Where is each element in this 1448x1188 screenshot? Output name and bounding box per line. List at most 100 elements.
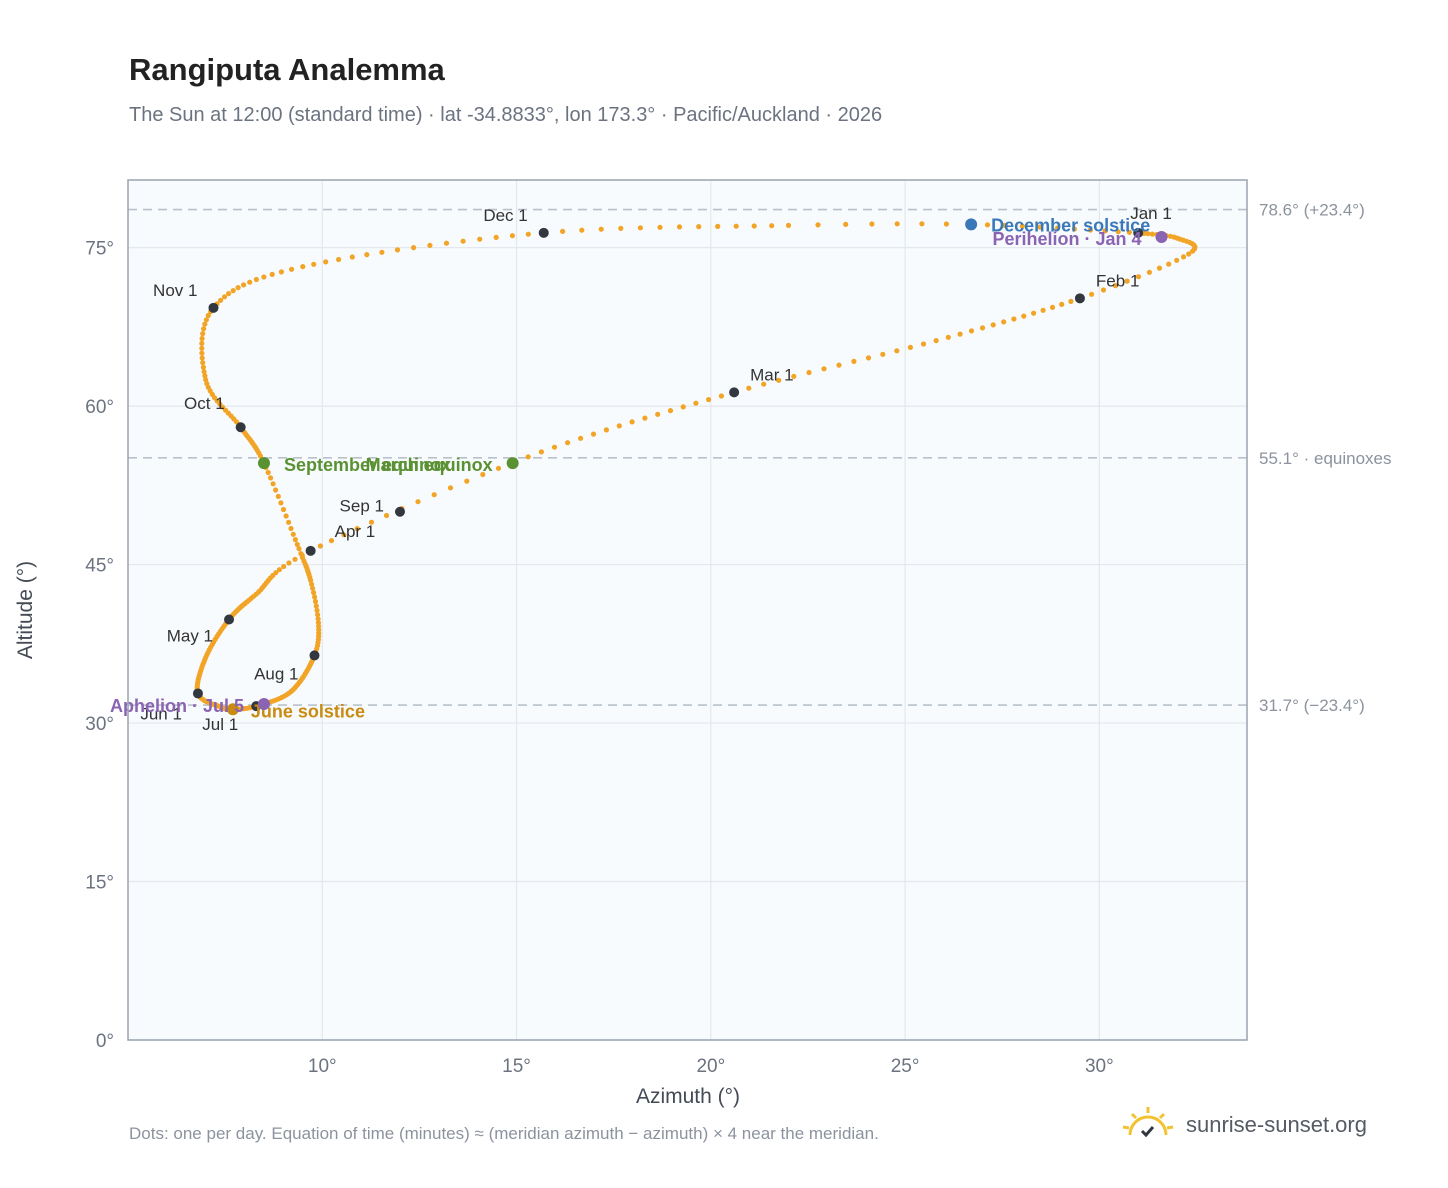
day-dot [598,226,604,232]
y-tick-label: 30° [85,714,114,735]
day-dot [525,454,531,460]
month-marker [208,302,219,313]
month-label: Jun 1 [140,704,182,723]
x-tick-label: 20° [696,1056,725,1077]
day-dot [311,261,317,267]
month-label: Mar 1 [750,365,793,384]
month-label: Sep 1 [340,497,384,516]
day-dot [919,221,925,227]
day-dot [836,362,842,368]
month-label: Dec 1 [483,206,527,225]
day-dot [311,590,317,596]
day-dot [637,225,644,231]
day-dot [655,411,661,417]
month-label: Jan 1 [1130,204,1172,223]
day-dot [201,369,207,375]
month-marker [305,545,316,556]
day-dot [894,348,900,354]
day-dot [990,322,996,328]
day-dot [275,493,281,499]
event-marker [965,218,978,231]
day-dot [616,423,622,429]
y-tick-label: 0° [96,1031,114,1052]
day-dot [1068,298,1074,304]
month-marker [309,650,320,661]
day-dot [349,254,355,260]
day-dot [294,541,300,548]
brand[interactable]: sunrise-sunset.org [1120,1100,1367,1150]
day-dot [265,469,271,476]
event-label: Perihelion · Jan 4 [992,229,1141,249]
day-dot [785,222,792,228]
day-dot [715,223,721,229]
plot-background [128,180,1247,1040]
day-dot [289,266,295,272]
day-dot [276,567,282,573]
day-dot [341,532,347,538]
day-dot [312,598,319,605]
y-tick-label: 60° [85,397,114,418]
day-dot [201,326,207,332]
day-dot [309,581,315,587]
month-marker [538,227,549,238]
axis-ticks: 10° 15° 20° 25° 30° 0° 15° 30° 45° 60° 75° [85,239,1113,1077]
day-dot [336,256,342,263]
day-dot [203,317,209,323]
footnote: Dots: one per day. Equation of time (min… [129,1124,879,1143]
reference-lines: 78.6° (+23.4°) 55.1° · equinoxes 31.7° (−2… [128,201,1392,715]
day-dot [317,543,323,549]
month-label: Nov 1 [153,281,197,300]
day-dot [203,377,209,383]
y-axis-label: Altitude (°) [14,561,37,659]
y-tick-label: 15° [85,873,114,894]
day-dot [865,355,872,361]
day-dot [314,607,320,614]
day-dot [261,274,267,280]
day-dot [495,465,502,471]
day-dot [667,408,674,414]
day-dot [806,369,812,376]
day-dot [394,247,401,253]
day-dot [292,556,298,562]
plot-frame [127,179,1248,1041]
day-dot [618,225,624,231]
day-dot [477,236,483,242]
day-dot [894,221,900,227]
day-dot [769,223,775,229]
day-dot [880,351,886,357]
day-dot [235,285,241,291]
day-dot [281,563,287,570]
month-label: Apr 1 [335,522,376,541]
sun-logo-icon [1122,1107,1174,1138]
event-marker [506,457,519,470]
month-label: Jul 1 [202,715,238,734]
day-dot [538,449,545,455]
day-dot [221,294,228,300]
day-dot [286,519,292,525]
day-dot [943,221,950,227]
day-dot [312,594,318,600]
day-dot [657,224,663,230]
day-dot [296,546,302,552]
day-dot [1059,301,1065,307]
y-tick-label: 75° [85,239,114,260]
month-label: May 1 [167,627,213,646]
day-dot [230,288,236,294]
day-dot [1149,231,1155,237]
day-dot [1166,261,1172,267]
day-dot [315,616,321,622]
day-dot [298,551,304,557]
event-label: September equinox [284,455,451,475]
day-dot [268,475,274,481]
day-dot [1145,231,1151,237]
day-dot [199,350,205,356]
day-dot [642,415,648,421]
day-dot [283,513,289,519]
day-dot [676,224,683,230]
day-dot [269,271,275,277]
day-dot [315,620,321,626]
day-dot [791,373,797,379]
day-dot [869,221,875,227]
day-dot [1037,224,1043,230]
